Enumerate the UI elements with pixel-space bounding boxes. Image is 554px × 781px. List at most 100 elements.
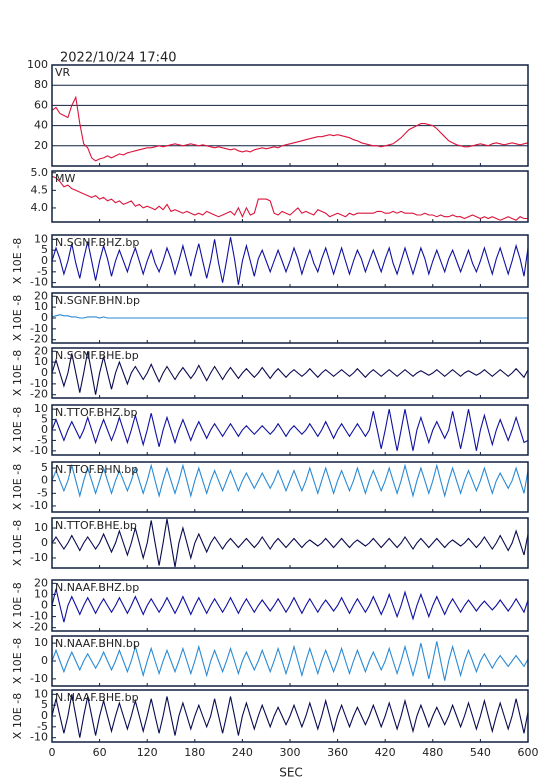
panel-frame	[51, 234, 529, 288]
y-tick-label: 20	[34, 576, 48, 589]
x-tick-label: 360	[327, 746, 348, 759]
y-tick-label: -5	[37, 433, 48, 446]
y-tick-label: 5	[41, 461, 48, 474]
y-tick-label: -10	[30, 377, 48, 390]
x-tick-label: 540	[470, 746, 491, 759]
y-tick-label: 0	[41, 366, 48, 379]
panel-frame	[51, 517, 529, 569]
y-tick-label: 10	[34, 687, 48, 700]
y-tick-label: -20	[30, 388, 48, 401]
y-tick-label: 10	[34, 587, 48, 600]
y-tick-label: 10	[34, 521, 48, 534]
waveform-line	[51, 588, 529, 623]
y-tick-label: -10	[30, 499, 48, 512]
panel-frame	[51, 170, 529, 223]
waveform-line	[51, 409, 529, 451]
waveform-line	[51, 237, 529, 285]
y-unit-label: X 10E -8	[11, 464, 24, 510]
y-tick-label: 0	[41, 423, 48, 436]
y-unit-label: X 10E -8	[11, 638, 24, 684]
y-tick-label: 80	[34, 78, 48, 91]
x-tick-label: 420	[375, 746, 396, 759]
y-unit-label: X 10E -8	[11, 295, 24, 341]
y-tick-label: 0	[41, 709, 48, 722]
y-tick-label: -10	[30, 276, 48, 289]
y-tick-label: -20	[30, 333, 48, 346]
y-tick-label: 0	[41, 474, 48, 487]
panel-frame	[51, 689, 529, 743]
y-unit-label: X 10E -8	[11, 582, 24, 628]
y-tick-label: -5	[37, 720, 48, 733]
y-tick-label: 10	[34, 402, 48, 415]
panel-frame	[51, 635, 529, 687]
y-tick-label: 20	[34, 289, 48, 302]
x-tick-label: 240	[232, 746, 253, 759]
y-tick-label: 10	[34, 232, 48, 245]
panel-label: VR	[55, 66, 71, 79]
y-tick-label: -10	[30, 322, 48, 335]
panel-label: N.SGNF.BHE.bp	[55, 349, 139, 362]
y-tick-label: -10	[30, 444, 48, 457]
y-tick-label: 40	[34, 119, 48, 132]
panel-frame	[51, 64, 529, 167]
y-unit-label: X 10E -8	[11, 238, 24, 284]
waveform-line	[51, 694, 529, 738]
y-unit-label: X 10E -8	[11, 520, 24, 566]
waveform-line	[51, 351, 529, 395]
x-tick-label: 60	[93, 746, 107, 759]
waveform-line	[51, 463, 529, 498]
x-tick-label: 480	[422, 746, 443, 759]
y-tick-label: -10	[30, 551, 48, 564]
panel-frame	[51, 292, 529, 344]
panel-label: N.SGNF.BHN.bp	[55, 294, 140, 307]
y-tick-label: 60	[34, 98, 48, 111]
panel-frame	[51, 347, 529, 399]
x-tick-label: 600	[518, 746, 539, 759]
x-tick-label: 300	[280, 746, 301, 759]
y-tick-label: 20	[34, 344, 48, 357]
panel-label: N.NAAF.BHZ.bp	[55, 581, 139, 594]
y-tick-label: 10	[34, 300, 48, 313]
y-unit-label: X 10E -8	[11, 407, 24, 453]
panel-label: N.NAAF.BHN.bp	[55, 637, 140, 650]
panel-label: N.TTOF.BHE.bp	[55, 519, 137, 532]
y-unit-label: X 10E -8	[11, 350, 24, 396]
y-tick-label: 0	[41, 654, 48, 667]
panel-label: N.NAAF.BHE.bp	[55, 691, 139, 704]
y-tick-label: 5	[41, 413, 48, 426]
panel-label: MW	[55, 172, 75, 185]
x-tick-label: 120	[137, 746, 158, 759]
y-tick-label: -5	[37, 265, 48, 278]
y-tick-label: 10	[34, 636, 48, 649]
y-tick-label: -20	[30, 621, 48, 634]
y-tick-label: 4.5	[31, 183, 49, 196]
panel-frame	[51, 461, 529, 513]
y-tick-label: -5	[37, 486, 48, 499]
panel-frame	[51, 579, 529, 632]
y-tick-label: 5	[41, 243, 48, 256]
y-tick-label: 10	[34, 355, 48, 368]
y-tick-label: -10	[30, 672, 48, 685]
y-tick-label: 4.0	[31, 201, 49, 214]
chart-title: 2022/10/24 17:40	[60, 51, 177, 66]
y-tick-label: -10	[30, 731, 48, 744]
waveform-line	[51, 95, 529, 162]
y-tick-label: 0	[41, 599, 48, 612]
y-tick-label: 0	[41, 254, 48, 267]
panel-label: N.TTOF.BHZ.bp	[55, 406, 138, 419]
y-tick-label: 20	[34, 139, 48, 152]
panel-label: N.SGNF.BHZ.bp	[55, 236, 139, 249]
y-tick-label: 0	[41, 536, 48, 549]
y-tick-label: 100	[27, 58, 48, 71]
waveform-line	[51, 314, 528, 319]
x-tick-label: 0	[49, 746, 56, 759]
x-axis-label: SEC	[279, 766, 303, 780]
panel-frame	[51, 404, 529, 456]
y-tick-label: 5	[41, 698, 48, 711]
waveform-line	[51, 175, 528, 221]
y-tick-label: 5.0	[31, 166, 49, 179]
y-tick-label: 0	[41, 311, 48, 324]
waveform-line	[51, 641, 529, 681]
panel-label: N.TTOF.BHN.bp	[55, 463, 138, 476]
